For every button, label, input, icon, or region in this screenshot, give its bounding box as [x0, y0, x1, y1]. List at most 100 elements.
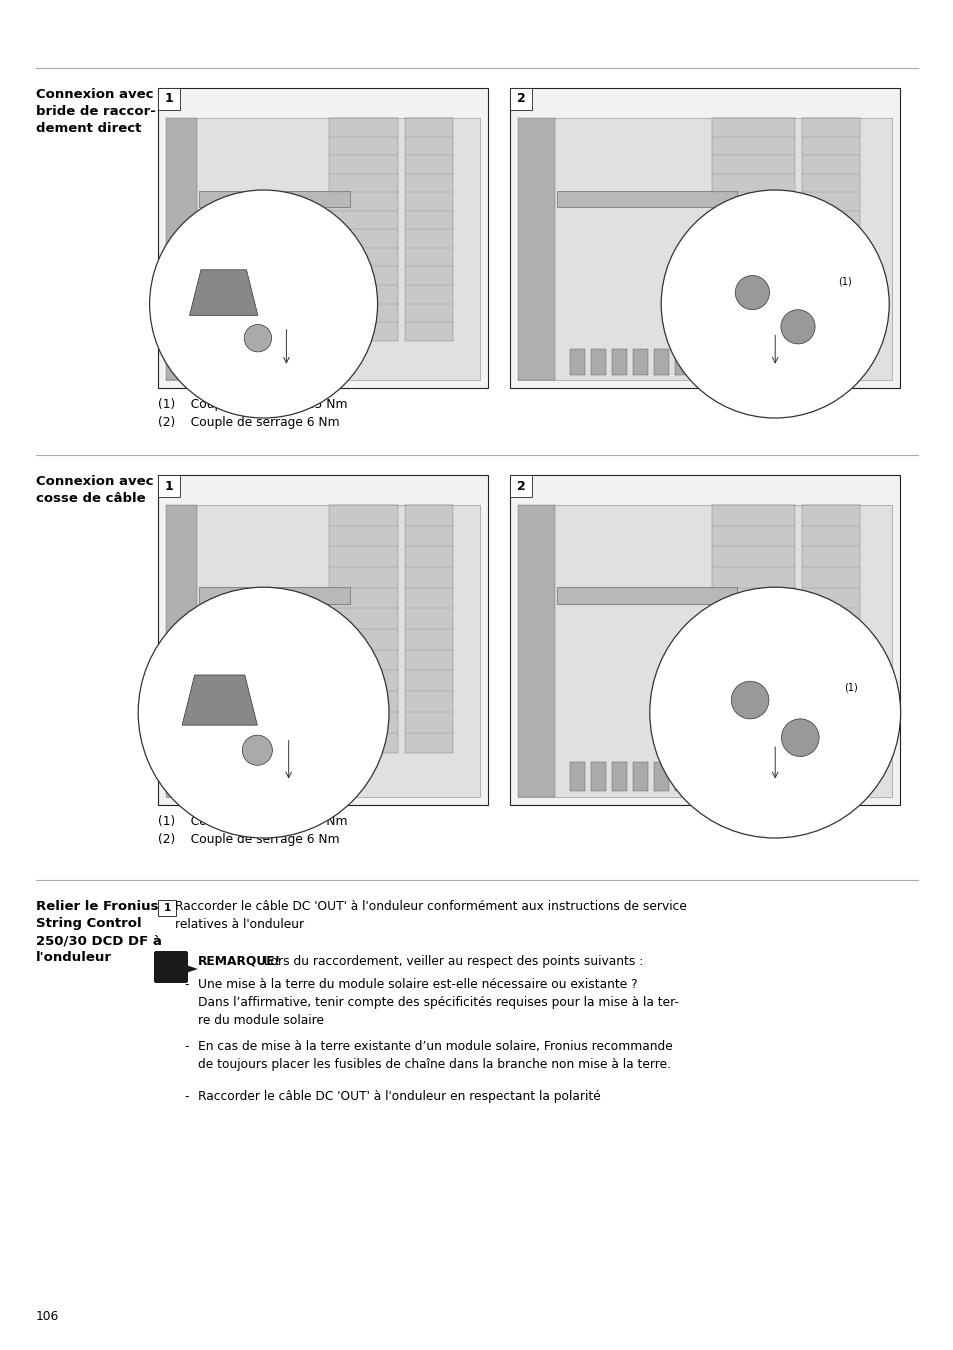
- Bar: [199, 192, 350, 207]
- Circle shape: [731, 682, 768, 718]
- Text: Une mise à la terre du module solaire est-elle nécessaire ou existante ?: Une mise à la terre du module solaire es…: [198, 977, 637, 991]
- Text: (1)    Couple de serrage 25 Nm: (1) Couple de serrage 25 Nm: [158, 398, 347, 410]
- Bar: [801, 117, 859, 340]
- Text: Connexion avec
cosse de câble: Connexion avec cosse de câble: [36, 475, 153, 505]
- Bar: [654, 348, 668, 375]
- Bar: [510, 88, 532, 109]
- Bar: [654, 761, 668, 791]
- Bar: [245, 348, 257, 375]
- Bar: [315, 348, 328, 375]
- Circle shape: [735, 275, 769, 309]
- Bar: [329, 117, 398, 340]
- Bar: [570, 348, 585, 375]
- Text: Lors du raccordement, veiller au respect des points suivants :: Lors du raccordement, veiller au respect…: [260, 954, 642, 968]
- Bar: [280, 761, 293, 791]
- Bar: [158, 475, 488, 805]
- Bar: [717, 761, 731, 791]
- Bar: [570, 761, 585, 791]
- Bar: [557, 192, 736, 207]
- Bar: [510, 88, 899, 387]
- Bar: [517, 505, 891, 796]
- Bar: [166, 505, 479, 796]
- Polygon shape: [186, 965, 198, 973]
- Text: (2)    Couple de serrage 6 Nm: (2) Couple de serrage 6 Nm: [158, 833, 339, 846]
- Bar: [591, 348, 605, 375]
- Bar: [696, 348, 710, 375]
- Bar: [210, 348, 222, 375]
- Text: Raccorder le câble DC 'OUT' à l'onduleur conformément aux instructions de servic: Raccorder le câble DC 'OUT' à l'onduleur…: [174, 900, 686, 931]
- Bar: [158, 88, 180, 109]
- Text: 106: 106: [36, 1310, 59, 1323]
- Bar: [166, 117, 197, 379]
- Text: Dans l’affirmative, tenir compte des spécificités requises pour la mise à la ter: Dans l’affirmative, tenir compte des spé…: [198, 996, 679, 1008]
- Bar: [297, 348, 310, 375]
- Bar: [717, 348, 731, 375]
- Bar: [612, 761, 626, 791]
- Bar: [612, 348, 626, 375]
- Bar: [517, 505, 555, 796]
- Text: Connexion avec
bride de raccor-
dement direct: Connexion avec bride de raccor- dement d…: [36, 88, 155, 135]
- Text: -: -: [184, 1089, 189, 1103]
- Circle shape: [660, 190, 888, 418]
- Bar: [262, 348, 275, 375]
- Circle shape: [244, 324, 272, 352]
- Bar: [633, 761, 647, 791]
- Bar: [262, 761, 275, 791]
- Bar: [166, 505, 197, 796]
- Text: 1: 1: [165, 93, 173, 105]
- Bar: [675, 761, 689, 791]
- Text: 2: 2: [517, 93, 525, 105]
- Text: (1): (1): [843, 683, 857, 693]
- Text: -: -: [184, 1040, 189, 1053]
- Bar: [801, 505, 859, 753]
- Circle shape: [649, 587, 900, 838]
- Text: (1): (1): [837, 277, 851, 286]
- Circle shape: [781, 309, 814, 344]
- Text: 1: 1: [165, 479, 173, 493]
- Text: -: -: [184, 977, 189, 991]
- Bar: [245, 761, 257, 791]
- Bar: [199, 587, 350, 605]
- Bar: [315, 761, 328, 791]
- Bar: [517, 117, 555, 379]
- Bar: [297, 761, 310, 791]
- Bar: [158, 900, 175, 917]
- Text: Raccorder le câble DC 'OUT' à l'onduleur en respectant la polarité: Raccorder le câble DC 'OUT' à l'onduleur…: [198, 1089, 600, 1103]
- Bar: [675, 348, 689, 375]
- Bar: [166, 117, 479, 379]
- Bar: [404, 505, 453, 753]
- Bar: [696, 761, 710, 791]
- Bar: [228, 761, 240, 791]
- Circle shape: [150, 190, 377, 418]
- Text: REMARQUE!: REMARQUE!: [198, 954, 281, 968]
- Bar: [280, 348, 293, 375]
- Bar: [228, 348, 240, 375]
- Text: 1: 1: [163, 903, 171, 913]
- Bar: [712, 117, 794, 340]
- Text: de toujours placer les fusibles de chaîne dans la branche non mise à la terre.: de toujours placer les fusibles de chaîn…: [198, 1058, 670, 1071]
- Text: (1)    Couple de serrage 28 Nm: (1) Couple de serrage 28 Nm: [158, 815, 347, 828]
- Bar: [158, 475, 180, 497]
- Bar: [210, 761, 222, 791]
- Text: re du module solaire: re du module solaire: [198, 1014, 324, 1027]
- Text: (2)    Couple de serrage 6 Nm: (2) Couple de serrage 6 Nm: [158, 416, 339, 429]
- Bar: [712, 505, 794, 753]
- Text: 2: 2: [517, 479, 525, 493]
- Polygon shape: [190, 270, 257, 316]
- Circle shape: [138, 587, 389, 838]
- FancyBboxPatch shape: [153, 950, 188, 983]
- Bar: [633, 348, 647, 375]
- Bar: [404, 117, 453, 340]
- Bar: [517, 117, 891, 379]
- Bar: [591, 761, 605, 791]
- Bar: [557, 587, 736, 605]
- Bar: [329, 505, 398, 753]
- Text: En cas de mise à la terre existante d’un module solaire, Fronius recommande: En cas de mise à la terre existante d’un…: [198, 1040, 672, 1053]
- Circle shape: [781, 718, 819, 756]
- Bar: [158, 88, 488, 387]
- Text: Relier le Fronius
String Control
250/30 DCD DF à
l'onduleur: Relier le Fronius String Control 250/30 …: [36, 900, 162, 964]
- Bar: [333, 348, 345, 375]
- Bar: [510, 475, 532, 497]
- Bar: [510, 475, 899, 805]
- Bar: [333, 761, 345, 791]
